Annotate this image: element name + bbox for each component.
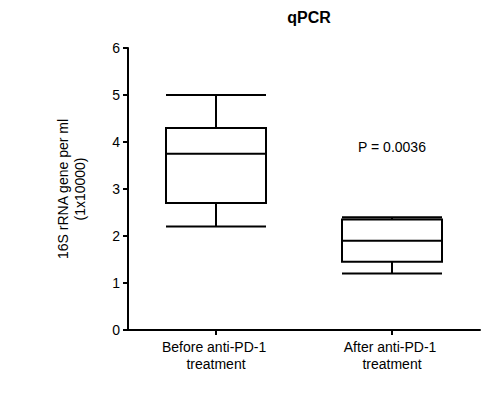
svg-text:16S rRNA gene per ml: 16S rRNA gene per ml	[55, 119, 71, 259]
svg-text:0: 0	[112, 322, 120, 338]
svg-text:Before anti-PD-1: Before anti-PD-1	[162, 339, 270, 355]
svg-text:3: 3	[112, 181, 120, 197]
svg-text:qPCR: qPCR	[287, 9, 331, 26]
svg-text:treatment: treatment	[186, 356, 245, 372]
svg-text:6: 6	[112, 40, 120, 56]
svg-text:P = 0.0036: P = 0.0036	[358, 139, 426, 155]
svg-text:2: 2	[112, 228, 120, 244]
svg-text:5: 5	[112, 87, 120, 103]
svg-text:1: 1	[112, 275, 120, 291]
svg-text:After anti-PD-1: After anti-PD-1	[344, 339, 440, 355]
svg-text:treatment: treatment	[362, 356, 421, 372]
svg-text:4: 4	[112, 134, 120, 150]
svg-text:(1x10000): (1x10000)	[72, 157, 88, 220]
